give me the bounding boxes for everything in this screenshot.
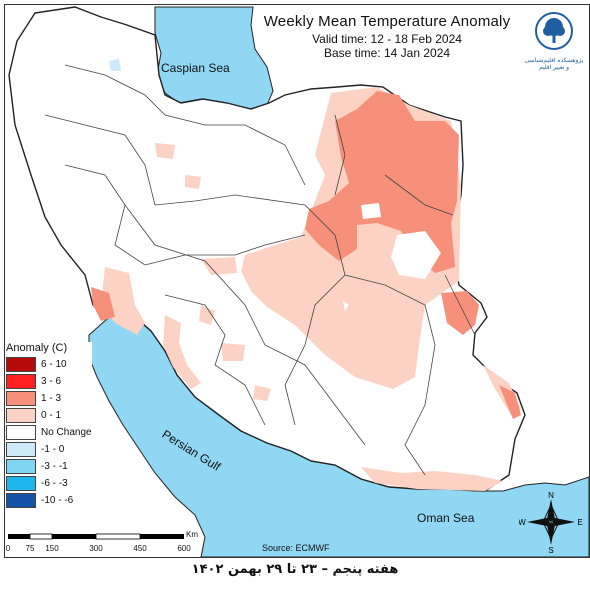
institute-logo: پژوهشکده اقلیم‌شناسی و تغییر اقلیم xyxy=(523,11,585,71)
legend-swatch xyxy=(6,476,36,491)
legend-swatch xyxy=(6,459,36,474)
legend-item: -1 - 0 xyxy=(6,441,92,458)
legend-label: -6 - -3 xyxy=(41,478,68,489)
legend-label: 0 - 1 xyxy=(41,410,62,421)
legend-swatch xyxy=(6,357,36,372)
legend-item: 1 - 3 xyxy=(6,390,92,407)
map-title: Weekly Mean Temperature Anomaly xyxy=(263,13,511,30)
legend-swatch xyxy=(6,425,36,440)
scale-tick: 0 xyxy=(5,544,11,553)
compass-n: N xyxy=(548,491,554,500)
oman-sea-label: Oman Sea xyxy=(417,511,475,525)
anomaly-1-3-areas xyxy=(91,91,521,419)
legend-rows: 6 - 10 3 - 6 1 - 3 0 - 1 No Change -1 - 0 -3 -… xyxy=(6,356,92,509)
legend-label: 3 - 6 xyxy=(41,376,62,387)
scale-tick: 300 xyxy=(89,544,103,553)
legend-title: Anomaly (C) xyxy=(6,342,68,354)
valid-time: Valid time: 12 - 18 Feb 2024 xyxy=(312,32,462,46)
legend-label: -10 - -6 xyxy=(41,495,74,506)
legend-label: 1 - 3 xyxy=(41,393,62,404)
anomaly-map xyxy=(8,6,589,557)
legend-swatch xyxy=(6,374,36,389)
compass-e: E xyxy=(577,518,582,527)
scale-unit: Km xyxy=(186,530,198,539)
anomaly-minus1-0-patch xyxy=(109,59,121,71)
source-note: Source: ECMWF xyxy=(262,543,330,553)
legend-swatch xyxy=(6,408,36,423)
compass-s: S xyxy=(548,546,553,553)
legend: Anomaly (C) 6 - 10 3 - 6 1 - 3 0 - 1 No Chan… xyxy=(6,342,92,509)
legend-swatch xyxy=(6,442,36,457)
legend-item: 6 - 10 xyxy=(6,356,92,373)
legend-item: 0 - 1 xyxy=(6,407,92,424)
legend-item: -10 - -6 xyxy=(6,492,92,509)
legend-label: -3 - -1 xyxy=(41,461,68,472)
legend-item: 3 - 6 xyxy=(6,373,92,390)
scale-tick: 150 xyxy=(45,544,59,553)
logo-text: پژوهشکده اقلیم‌شناسی و تغییر اقلیم xyxy=(524,58,584,71)
legend-label: No Change xyxy=(41,427,92,438)
province-borders xyxy=(44,64,476,476)
compass-rose-icon: N S W E xyxy=(519,491,583,553)
persian-caption: هفته پنجم – ۲۳ تا ۲۹ بهمن ۱۴۰۲ xyxy=(191,562,399,577)
map-panel: Weekly Mean Temperature Anomaly Valid ti… xyxy=(4,4,590,558)
scale-tick: 600 xyxy=(177,544,191,553)
scale-bar-graphic xyxy=(8,533,184,540)
scale-tick: 75 xyxy=(25,544,35,553)
legend-item: -6 - -3 xyxy=(6,475,92,492)
legend-item: -3 - -1 xyxy=(6,458,92,475)
scale-bar: 0 75 150 300 450 600 Km xyxy=(5,530,198,556)
legend-label: -1 - 0 xyxy=(41,444,65,455)
legend-swatch xyxy=(6,493,36,508)
title-block: Weekly Mean Temperature Anomaly Valid ti… xyxy=(237,13,537,60)
scale-tick: 450 xyxy=(133,544,147,553)
caspian-sea-label: Caspian Sea xyxy=(161,61,230,75)
no-change-pockets xyxy=(343,203,441,311)
tree-logo-icon xyxy=(535,12,573,50)
legend-label: 6 - 10 xyxy=(41,359,67,370)
compass-w: W xyxy=(519,518,526,527)
legend-swatch xyxy=(6,391,36,406)
base-time: Base time: 14 Jan 2024 xyxy=(323,46,451,60)
legend-item: No Change xyxy=(6,424,92,441)
